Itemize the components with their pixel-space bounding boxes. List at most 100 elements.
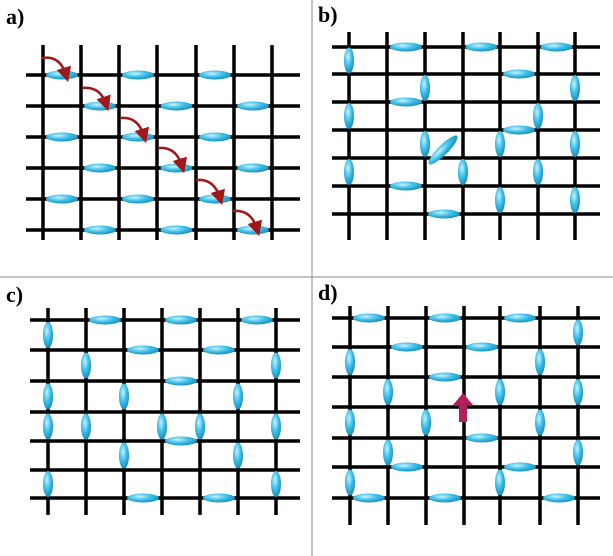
dimer	[160, 163, 193, 173]
dimer	[383, 379, 393, 405]
dimer	[195, 413, 205, 440]
dimer	[127, 493, 159, 503]
dimer	[535, 349, 545, 375]
dimer	[233, 383, 243, 410]
dimer	[540, 42, 573, 52]
dimer	[466, 433, 498, 443]
dimer	[271, 352, 281, 379]
dimer	[573, 319, 583, 346]
dimer	[503, 125, 535, 135]
lattice	[26, 45, 300, 240]
dimer	[503, 69, 535, 79]
dimer	[495, 379, 505, 405]
dimer	[46, 132, 78, 142]
dimer	[160, 101, 193, 111]
dimer	[122, 70, 154, 80]
dimer	[429, 493, 461, 503]
dimer	[122, 132, 154, 142]
dimer	[391, 342, 423, 352]
dimer	[345, 409, 355, 436]
dimer	[543, 493, 575, 503]
dimer	[421, 409, 431, 436]
dimer	[84, 225, 116, 235]
dimer	[237, 101, 269, 111]
dimer	[420, 75, 430, 101]
dimer	[570, 187, 580, 213]
lattice	[30, 308, 300, 515]
dimer	[465, 42, 498, 52]
dimer	[84, 163, 116, 173]
dimer	[390, 97, 422, 107]
dimer	[428, 209, 460, 219]
dimer	[165, 315, 197, 325]
lattices	[26, 32, 600, 525]
dimer	[119, 442, 129, 469]
dimer	[43, 383, 53, 410]
dimer	[353, 313, 385, 323]
dimer	[504, 462, 536, 472]
dimer	[199, 194, 231, 204]
dimer	[81, 413, 91, 440]
dimer	[391, 462, 423, 472]
dimer	[271, 413, 281, 440]
dimer	[383, 439, 393, 466]
dimer	[570, 75, 580, 101]
dimer	[46, 194, 78, 204]
panel-label: b)	[318, 2, 338, 27]
dimer	[533, 103, 543, 129]
vacancy-arrow	[453, 393, 473, 422]
dimer	[119, 383, 129, 410]
dimer	[199, 70, 231, 80]
hop-arrows	[41, 56, 263, 237]
dimer	[344, 47, 354, 74]
dimer	[46, 70, 78, 80]
panel-label: a)	[6, 4, 24, 29]
dimer	[495, 187, 505, 213]
dimer	[570, 131, 580, 157]
dimer	[495, 469, 505, 496]
lattice	[332, 32, 600, 240]
lattice	[332, 306, 600, 525]
dimer	[233, 442, 243, 469]
dimer	[89, 315, 121, 325]
dimer	[466, 342, 498, 352]
dimer	[160, 225, 193, 235]
dimer	[84, 101, 116, 111]
dimer	[241, 315, 273, 325]
dimer	[353, 493, 385, 503]
panel-label: d)	[318, 280, 338, 305]
dimer	[429, 372, 461, 382]
dimer	[127, 345, 159, 355]
dimer	[165, 376, 197, 386]
dimer	[122, 194, 154, 204]
dimer	[345, 349, 355, 375]
dimer	[390, 42, 422, 52]
dimer	[43, 413, 53, 440]
dimer	[203, 345, 235, 355]
dimer	[533, 159, 543, 185]
dimer	[237, 225, 269, 235]
dimer	[344, 159, 354, 185]
dimer	[165, 436, 197, 446]
dimer	[157, 413, 167, 440]
dimer	[458, 159, 468, 185]
dimer	[345, 469, 355, 496]
dimer	[203, 493, 235, 503]
dimer	[535, 409, 545, 436]
dimer	[271, 471, 281, 497]
dimer	[199, 132, 231, 142]
dimer	[504, 313, 536, 323]
dimer	[495, 131, 505, 157]
dimer	[43, 322, 53, 348]
dimer	[344, 103, 354, 129]
dimer	[573, 379, 583, 405]
dimer	[420, 131, 430, 157]
dimer	[429, 313, 461, 323]
panel-label: c)	[6, 282, 23, 307]
dimer	[81, 352, 91, 379]
dimer	[390, 181, 422, 191]
dimer	[237, 163, 269, 173]
dimer	[43, 471, 53, 497]
dimer	[428, 135, 458, 165]
